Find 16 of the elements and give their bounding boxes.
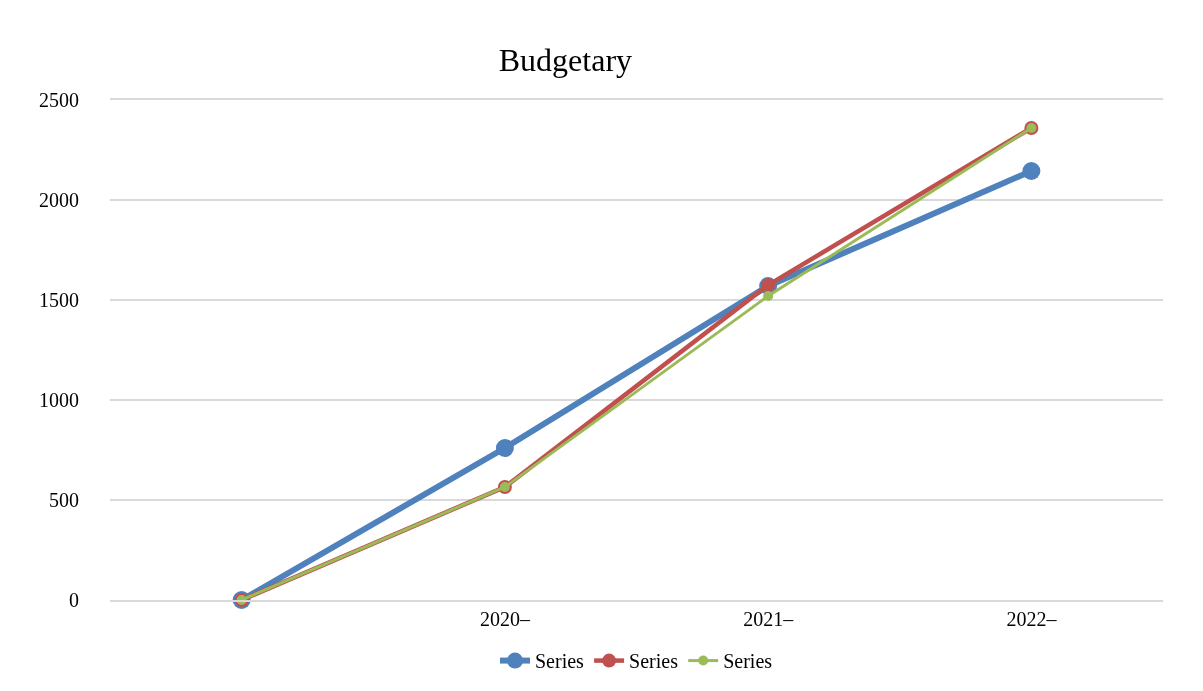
legend-label: Series: [629, 650, 679, 673]
y-tick-label: 1000: [39, 389, 79, 411]
legend-label: Series: [535, 650, 585, 673]
y-tick-label: 0: [69, 589, 79, 611]
y-tick-label: 500: [49, 489, 79, 511]
y-tick-label: 1500: [39, 289, 79, 311]
point: [1022, 162, 1041, 180]
chart-title: Budgetary: [498, 41, 633, 78]
x-tick-label: 2021–: [743, 607, 795, 630]
x-tick-label: 2022–: [1006, 607, 1058, 630]
point: [495, 439, 514, 457]
y-tick-label: 2500: [39, 89, 79, 111]
point: [763, 291, 774, 301]
x-tick-label: 2020–: [479, 607, 531, 630]
y-tick-label: 2000: [39, 189, 79, 211]
legend-label: Series: [723, 650, 773, 673]
